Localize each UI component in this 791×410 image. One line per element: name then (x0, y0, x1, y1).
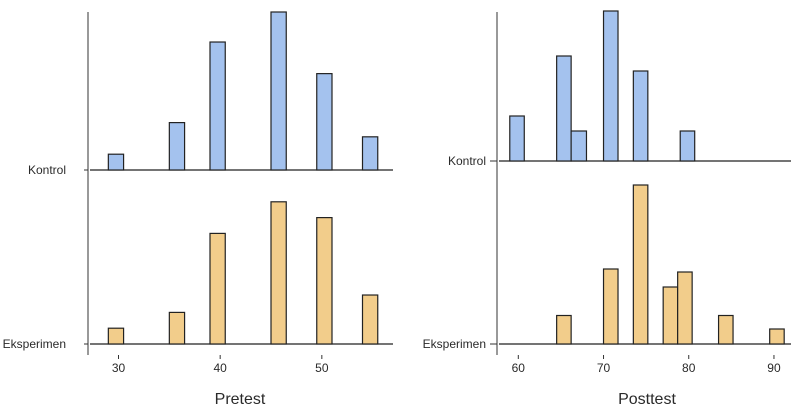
histogram-bar (677, 271, 693, 345)
histogram-bar (168, 121, 186, 171)
histogram-bar (632, 70, 649, 162)
histogram-bar (168, 311, 186, 345)
x-tick-label: 80 (682, 361, 696, 375)
x-tick-label: 90 (767, 361, 781, 375)
histogram-bar (209, 232, 226, 345)
histogram-bar (361, 136, 379, 171)
histogram-bar (209, 41, 226, 171)
series-eksperimen: Eksperimen (423, 184, 791, 351)
histogram-bar (316, 73, 333, 171)
histogram-bar (632, 184, 649, 345)
histogram-bar (316, 217, 333, 345)
x-axis-title: Pretest (215, 391, 266, 408)
series-kontrol: Kontrol (28, 11, 393, 177)
y-tick-label: Kontrol (448, 154, 486, 168)
histogram-bar (107, 327, 125, 345)
histogram-bar (556, 55, 572, 162)
histogram-bar (270, 201, 287, 345)
histogram-bar (662, 286, 679, 345)
x-tick-label: 50 (315, 361, 329, 375)
series-kontrol: Kontrol (448, 10, 791, 168)
x-tick-label: 30 (112, 361, 126, 375)
histogram-bar (602, 10, 619, 162)
histogram-bar (717, 314, 734, 345)
histogram-bar (679, 130, 696, 162)
histogram-bar (509, 115, 525, 162)
histogram-bar (602, 268, 619, 345)
histogram-bar (769, 328, 785, 345)
histogram-bar (270, 11, 287, 171)
x-axis-title: Posttest (618, 391, 676, 408)
x-tick-label: 40 (213, 361, 227, 375)
y-tick-label: Kontrol (28, 163, 66, 177)
chart-panel-2: Kontrol Eksperimen 60 70 80 90 Posttest (423, 10, 791, 408)
chart-panel-1: Kontrol Eksperimen 30 40 50 Pretest (3, 11, 393, 408)
x-tick-label: 70 (597, 361, 611, 375)
y-tick-label: Eksperimen (3, 337, 66, 351)
y-tick-label: Eksperimen (423, 337, 486, 351)
histogram-bar (570, 130, 588, 162)
histogram-bar (361, 294, 379, 345)
x-tick-label: 60 (512, 361, 526, 375)
histogram-bar (107, 153, 125, 171)
series-eksperimen: Eksperimen (3, 201, 393, 351)
histogram-bar (556, 314, 572, 345)
